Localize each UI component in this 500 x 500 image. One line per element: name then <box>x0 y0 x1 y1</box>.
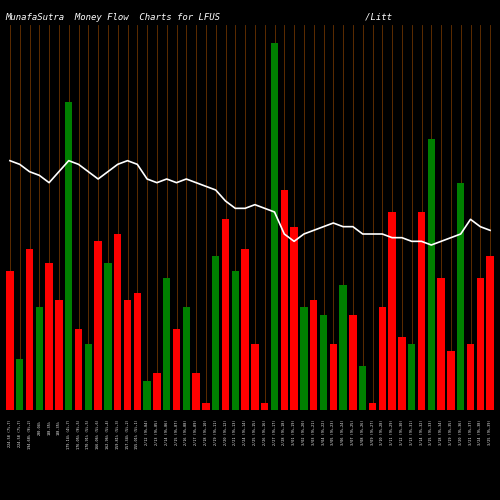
Bar <box>6 270 14 410</box>
Bar <box>75 330 82 410</box>
Bar <box>55 300 62 410</box>
Bar <box>359 366 366 410</box>
Bar <box>192 374 200 410</box>
Bar <box>369 402 376 410</box>
Bar <box>36 308 43 410</box>
Bar <box>84 344 92 410</box>
Bar <box>114 234 122 410</box>
Bar <box>330 344 337 410</box>
Text: MunafaSutra  Money Flow  Charts for LFUS                           /Litt        : MunafaSutra Money Flow Charts for LFUS /… <box>5 12 500 22</box>
Bar <box>124 300 131 410</box>
Bar <box>398 336 406 410</box>
Bar <box>271 44 278 410</box>
Bar <box>173 330 180 410</box>
Bar <box>310 300 318 410</box>
Bar <box>438 278 445 410</box>
Bar <box>65 102 72 410</box>
Bar <box>242 248 249 410</box>
Bar <box>349 314 356 410</box>
Bar <box>212 256 220 410</box>
Bar <box>320 314 327 410</box>
Bar <box>388 212 396 410</box>
Bar <box>163 278 170 410</box>
Bar <box>280 190 288 410</box>
Bar <box>134 292 141 410</box>
Bar <box>476 278 484 410</box>
Bar <box>202 402 209 410</box>
Bar <box>467 344 474 410</box>
Bar <box>251 344 258 410</box>
Bar <box>26 248 33 410</box>
Bar <box>94 242 102 410</box>
Bar <box>300 308 308 410</box>
Bar <box>340 286 347 410</box>
Bar <box>418 212 425 410</box>
Bar <box>232 270 239 410</box>
Bar <box>378 308 386 410</box>
Bar <box>290 226 298 410</box>
Bar <box>447 352 454 410</box>
Bar <box>428 138 435 410</box>
Bar <box>222 220 229 410</box>
Bar <box>408 344 416 410</box>
Bar <box>153 374 160 410</box>
Bar <box>104 264 112 410</box>
Bar <box>46 264 53 410</box>
Bar <box>144 380 151 410</box>
Bar <box>486 256 494 410</box>
Bar <box>16 358 24 410</box>
Bar <box>457 182 464 410</box>
Bar <box>182 308 190 410</box>
Bar <box>261 402 268 410</box>
